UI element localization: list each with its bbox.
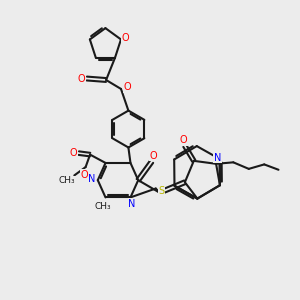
Text: O: O	[123, 82, 131, 92]
Text: O: O	[78, 74, 85, 83]
Text: CH₃: CH₃	[94, 202, 111, 211]
Text: N: N	[88, 174, 95, 184]
Text: O: O	[70, 148, 77, 158]
Text: N: N	[128, 199, 136, 209]
Text: O: O	[122, 33, 129, 43]
Text: N: N	[214, 153, 221, 163]
Text: O: O	[149, 151, 157, 161]
Text: CH₃: CH₃	[59, 176, 76, 185]
Text: O: O	[180, 135, 187, 145]
Text: O: O	[80, 169, 88, 179]
Text: S: S	[159, 187, 165, 196]
